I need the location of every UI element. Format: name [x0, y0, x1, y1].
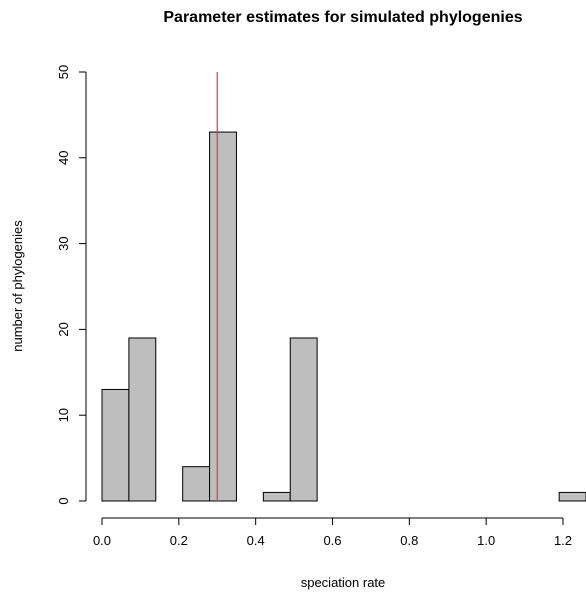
- x-tick-label: 0.8: [400, 533, 418, 548]
- x-tick-label: 0.4: [247, 533, 265, 548]
- y-tick-label: 30: [56, 236, 71, 250]
- histogram-bar: [128, 337, 157, 502]
- y-axis-label: number of phylogenies: [10, 220, 25, 352]
- y-tick-label: 40: [56, 151, 71, 165]
- x-tick-label: 0.6: [323, 533, 341, 548]
- y-axis: 0 10 20 30 40 50: [56, 65, 87, 505]
- x-tick-label: 0.2: [170, 533, 188, 548]
- y-tick-label: 50: [56, 65, 71, 79]
- histogram-bar: [289, 337, 318, 502]
- histogram-bar: [558, 491, 586, 502]
- x-tick-label: 0.0: [93, 533, 111, 548]
- y-tick-label: 10: [56, 408, 71, 422]
- y-tick-label: 0: [56, 497, 71, 504]
- x-tick-label: 1.2: [554, 533, 572, 548]
- histogram-bar: [262, 491, 291, 502]
- x-axis-label: speciation rate: [301, 575, 386, 590]
- x-tick-label: 1.0: [477, 533, 495, 548]
- x-axis: 0.0 0.2 0.4 0.6 0.8 1.0 1.2: [93, 517, 572, 548]
- chart-title: Parameter estimates for simulated phylog…: [163, 9, 522, 26]
- y-tick-label: 20: [56, 322, 71, 336]
- bars-group: [101, 131, 586, 502]
- histogram-bar: [182, 466, 211, 502]
- histogram-bar: [101, 388, 130, 502]
- histogram-bar: [209, 131, 237, 502]
